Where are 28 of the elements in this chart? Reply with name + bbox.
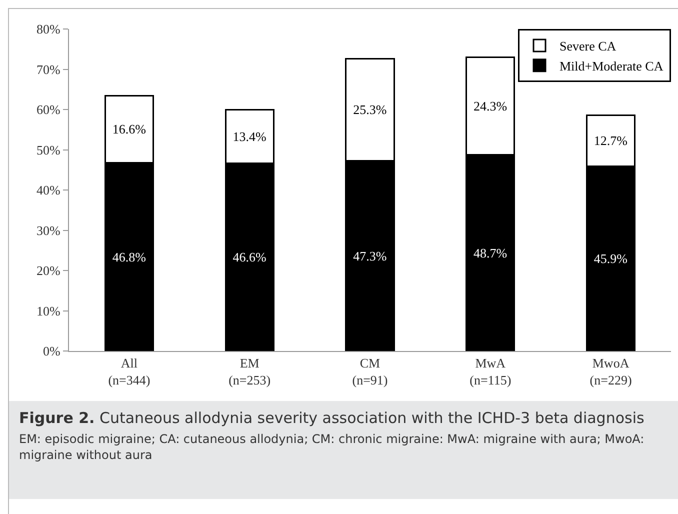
data-label: 16.6%: [112, 122, 146, 137]
y-tick-label: 60%: [36, 102, 61, 118]
data-label: 46.8%: [112, 249, 146, 264]
y-tick-label: 0%: [43, 344, 61, 359]
x-tick-label: All (n=344): [108, 356, 150, 388]
y-tick-label: 50%: [36, 142, 61, 158]
y-tick-label: 20%: [36, 263, 61, 278]
x-tick-label: MwoA (n=229): [590, 356, 632, 388]
x-tick-label: CM (n=91): [352, 356, 388, 388]
legend-label: Mild+Moderate CA: [560, 58, 664, 74]
data-label: 13.4%: [232, 128, 266, 144]
text: Figure 2. Cutaneous allodynia severity association with the ICHD-3 beta diagnosis: [19, 409, 646, 427]
y-tick-label: 70%: [36, 62, 61, 77]
data-label: 46.6%: [232, 250, 266, 265]
y-tick-label: 10%: [36, 303, 61, 318]
data-label: 47.3%: [353, 248, 387, 264]
data-label: 24.3%: [474, 98, 508, 114]
data-label: 45.9%: [594, 251, 628, 266]
y-tick-label: 30%: [36, 222, 61, 238]
x-tick-label: EM (n=253): [228, 356, 271, 388]
y-tick-label: 40%: [36, 182, 61, 198]
text: EM: episodic migraine; CA: cutaneous allodynia; CM: chronic migraine: MwA: migraine with aura; MwoA: migraine without aura: [19, 431, 646, 463]
data-label: 12.7%: [594, 133, 628, 148]
legend-label: Severe CA: [560, 38, 617, 54]
data-label: 25.3%: [353, 102, 387, 118]
x-tick-label: MwA (n=115): [470, 356, 512, 388]
y-tick-label: 80%: [36, 22, 61, 37]
data-label: 48.7%: [474, 245, 508, 260]
